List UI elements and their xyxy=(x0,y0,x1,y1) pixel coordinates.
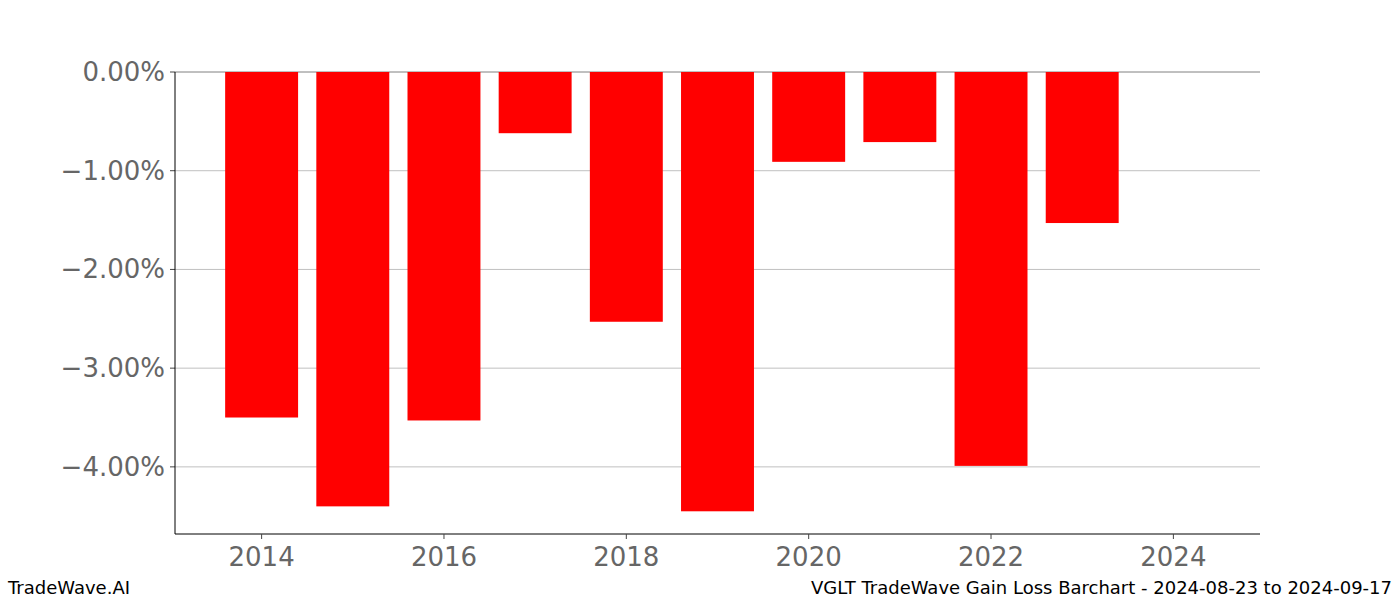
chart: 0.00% −1.00% −2.00% −3.00% −4.00% 2014 2016 201… xyxy=(0,0,1400,600)
x-tick xyxy=(261,534,262,539)
y-tick-label: −3.00% xyxy=(61,353,165,383)
y-axis xyxy=(175,72,176,534)
x-tick-label: 2016 xyxy=(411,542,477,572)
y-tick-label: −4.00% xyxy=(61,452,165,482)
y-tick xyxy=(170,170,175,171)
bars xyxy=(225,72,1119,511)
y-tick xyxy=(170,368,175,369)
y-tick-label: −2.00% xyxy=(61,254,165,284)
x-tick xyxy=(1173,534,1174,539)
x-tick xyxy=(443,534,444,539)
bar xyxy=(772,72,845,162)
y-tick xyxy=(170,269,175,270)
x-axis xyxy=(175,534,1260,535)
bar xyxy=(590,72,663,322)
x-tick-label: 2020 xyxy=(776,542,842,572)
bar xyxy=(499,72,572,133)
y-tick xyxy=(170,72,175,73)
footer-left: TradeWave.AI xyxy=(7,577,130,598)
background xyxy=(0,0,1400,600)
x-tick-label: 2018 xyxy=(593,542,659,572)
x-tick xyxy=(626,534,627,539)
y-tick xyxy=(170,466,175,467)
x-tick xyxy=(808,534,809,539)
x-tick-label: 2024 xyxy=(1140,542,1206,572)
bar xyxy=(316,72,389,506)
bar xyxy=(681,72,754,511)
x-tick xyxy=(991,534,992,539)
bar xyxy=(225,72,298,418)
bar xyxy=(408,72,481,420)
x-tick-label: 2014 xyxy=(229,542,295,572)
bar xyxy=(955,72,1028,466)
bar xyxy=(863,72,936,142)
bar xyxy=(1046,72,1119,223)
y-tick-label: 0.00% xyxy=(82,57,165,87)
y-tick-label: −1.00% xyxy=(61,156,165,186)
x-tick-label: 2022 xyxy=(958,542,1024,572)
title: VGLT TradeWave Gain Loss Barchart - 2024… xyxy=(811,577,1392,598)
